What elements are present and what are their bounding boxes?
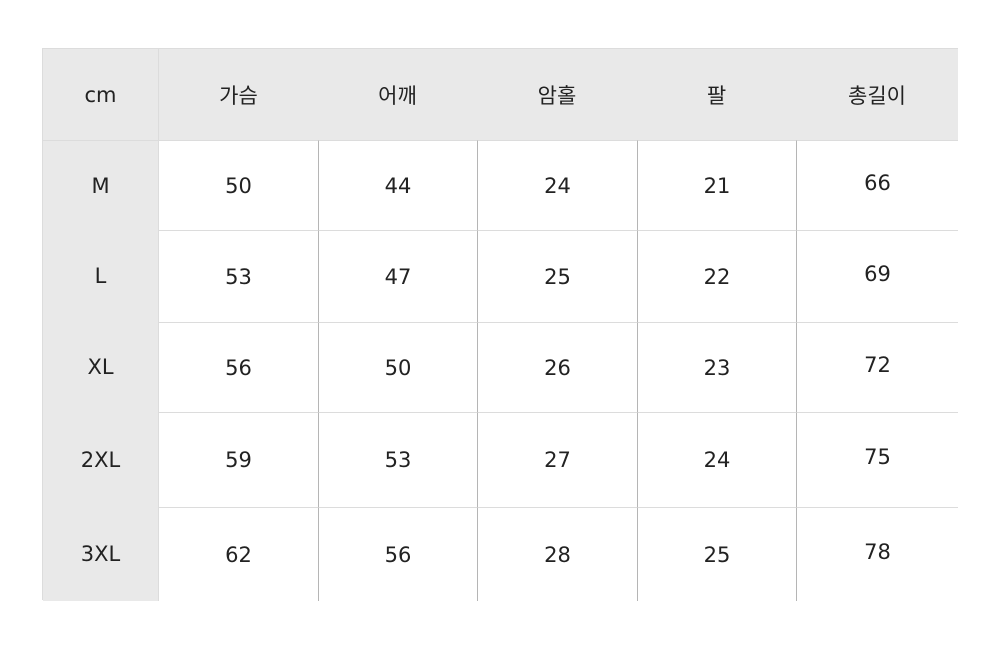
table-cell: 50 [159,140,318,230]
table-cell: 53 [159,230,318,322]
table-cell: 21 [637,140,796,230]
table-cell: 66 [796,140,958,230]
column-header: 총길이 [796,49,958,140]
table-cell: 44 [318,140,477,230]
table-cell: 50 [318,322,477,412]
column-header: 암홀 [477,49,637,140]
size-label: L [43,230,159,322]
size-label: 2XL [43,412,159,507]
column-header: 가슴 [159,49,318,140]
table-cell: 22 [637,230,796,322]
column-header: 팔 [637,49,796,140]
table-cell: 56 [318,507,477,601]
table-cell: 23 [637,322,796,412]
table-cell: 25 [637,507,796,601]
table-cell: 26 [477,322,637,412]
table-cell: 69 [796,230,958,322]
table-cell: 53 [318,412,477,507]
column-header: 어깨 [318,49,477,140]
size-label: 3XL [43,507,159,601]
table-cell: 59 [159,412,318,507]
table-cell: 25 [477,230,637,322]
unit-header: cm [43,49,159,140]
table-cell: 27 [477,412,637,507]
size-label: XL [43,322,159,412]
size-chart-table: cm 가슴 어깨 암홀 팔 총길이 M 50 44 24 21 66 L 53 47 25 22 69 XL 56 50… [42,48,958,601]
table-cell: 24 [637,412,796,507]
table-cell: 47 [318,230,477,322]
size-label: M [43,140,159,230]
table-cell: 72 [796,322,958,412]
table-cell: 56 [159,322,318,412]
table-cell: 78 [796,507,958,601]
table-cell: 24 [477,140,637,230]
table-cell: 62 [159,507,318,601]
table-cell: 28 [477,507,637,601]
table-cell: 75 [796,412,958,507]
